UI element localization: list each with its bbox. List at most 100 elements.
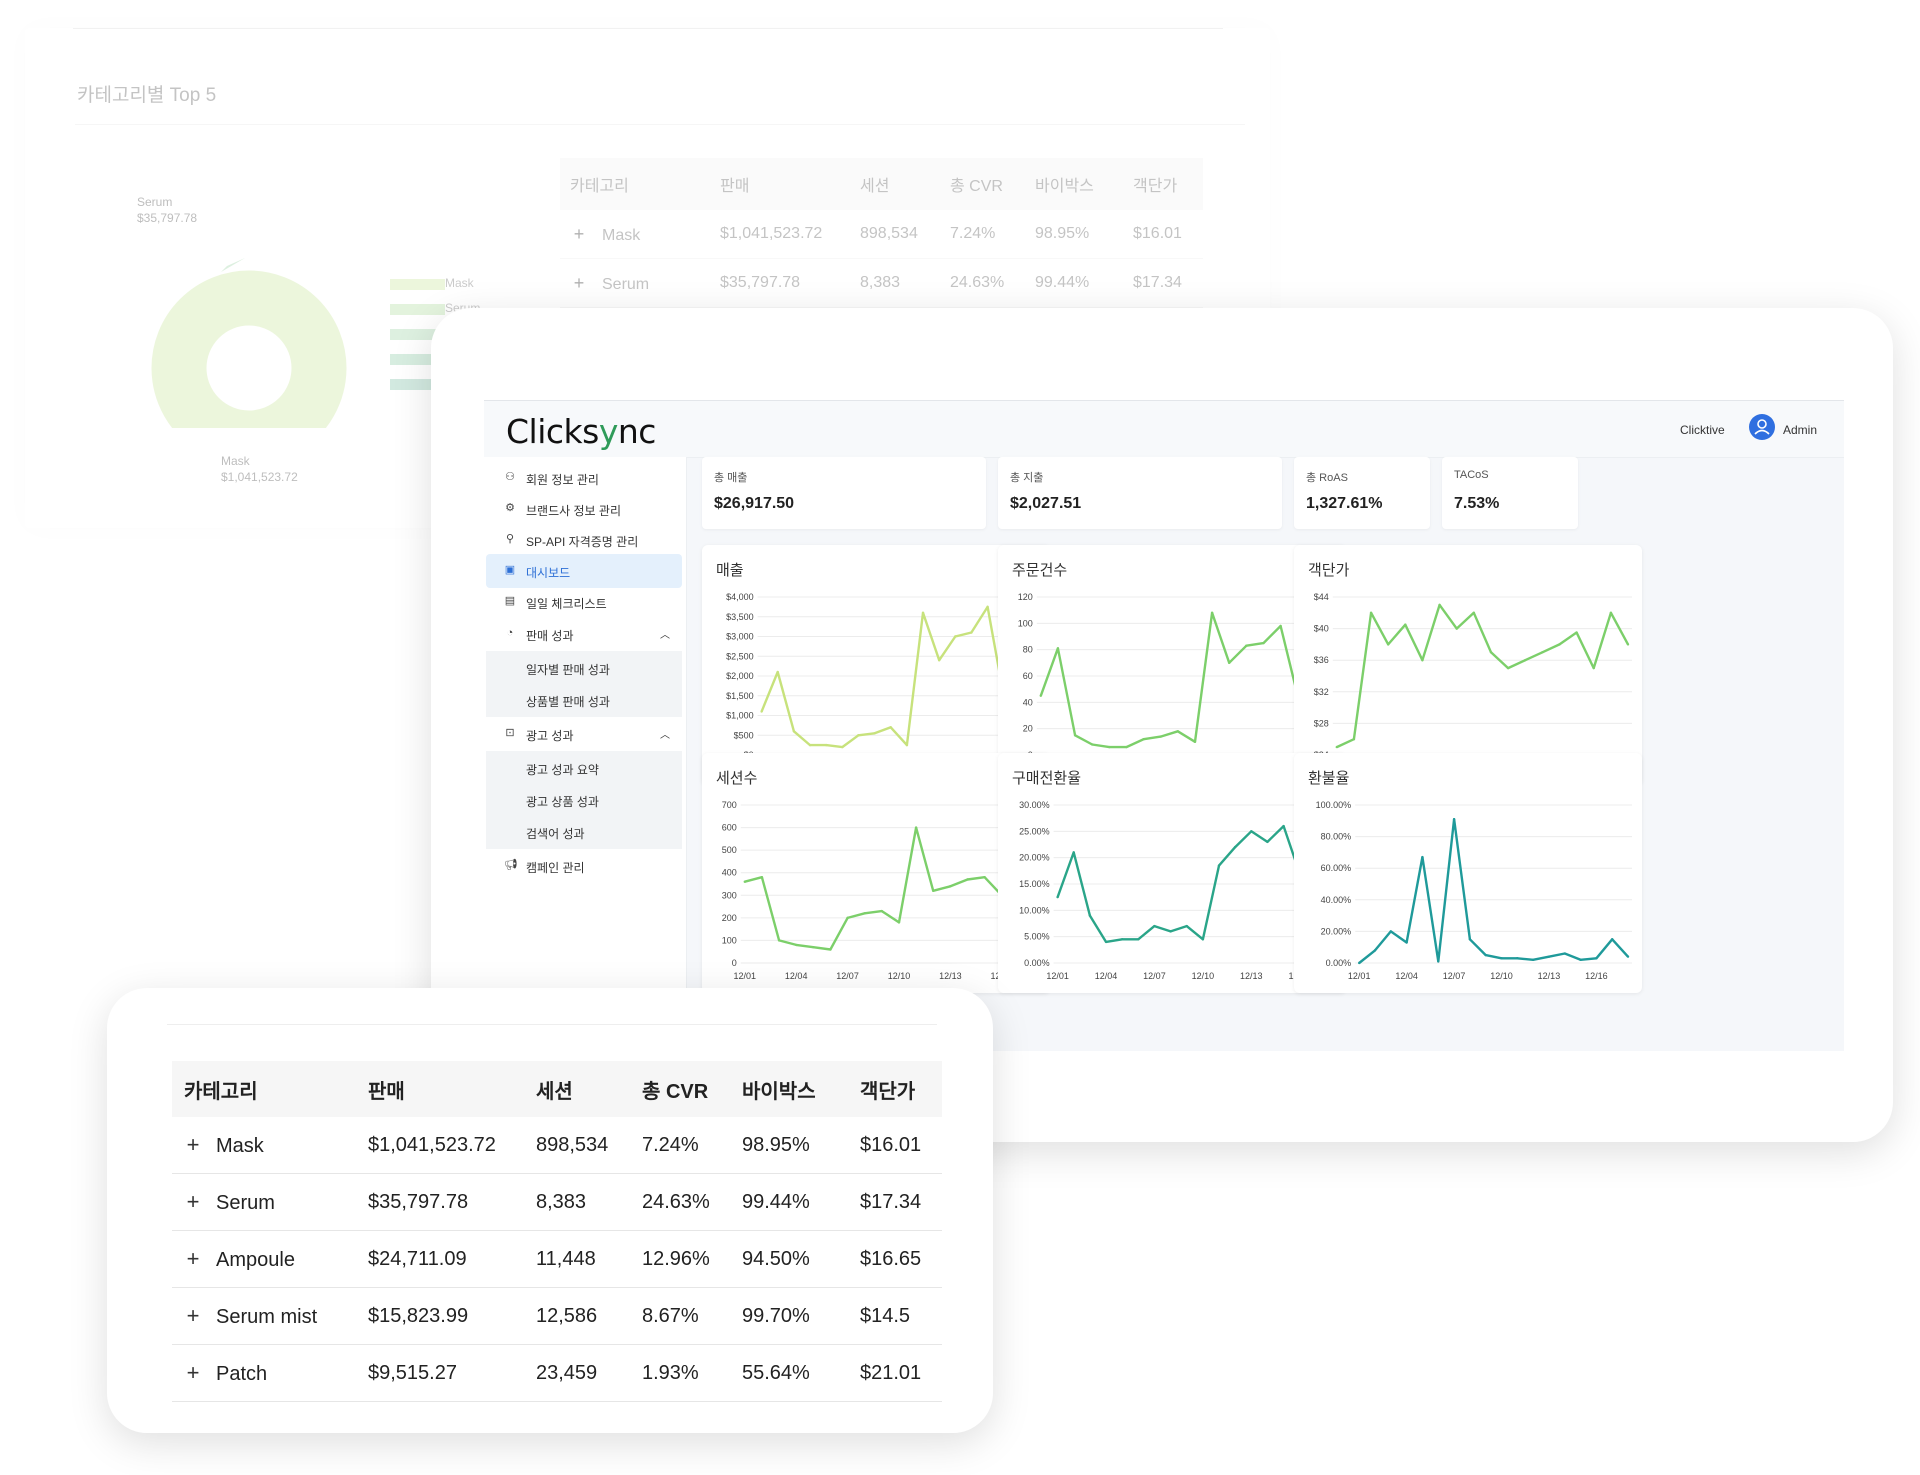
chart-sessions: 세션수 0 100 200 300 400 500 600 700 12/01 12/04 12/07… [702, 753, 1050, 993]
data-point [1088, 914, 1092, 917]
sidebar-item-sp-api[interactable]: ⚲ SP-API 자격증명 관리 [505, 533, 639, 549]
chevron-up-icon[interactable]: ︿ [660, 630, 670, 641]
y-tick-label: 500 [722, 845, 737, 855]
y-tick-label: 700 [722, 800, 737, 810]
cell: 12,586 [524, 1287, 630, 1345]
dashboard-app: Clicksync Clicktive Admin ⚇ 회원 정보 관리 ⚙ 브랜드… [484, 400, 1844, 1051]
data-point [1421, 855, 1424, 859]
data-point [1279, 624, 1282, 628]
x-tick-label: 12/07 [1443, 971, 1466, 981]
data-point [1282, 824, 1285, 828]
data-point [1056, 647, 1060, 650]
data-point [1516, 957, 1519, 960]
data-point [1176, 730, 1180, 733]
data-point [760, 710, 763, 713]
data-point [914, 826, 918, 829]
category-cell: + Serum [172, 1173, 356, 1231]
expand-plus-icon[interactable]: + [186, 1189, 200, 1214]
expand-plus-icon[interactable]: + [186, 1360, 200, 1385]
data-point [857, 734, 860, 737]
category-name: Serum [216, 1192, 275, 1214]
data-point [1386, 643, 1390, 646]
sidebar-item-checklist[interactable]: ▤ 일일 체크리스트 [504, 595, 607, 611]
sidebar-item-ads[interactable]: ⊡ 광고 성과 ︿ [505, 727, 670, 743]
kpi-value: $2,027.51 [1010, 495, 1082, 512]
cell: $21.01 [848, 1344, 942, 1402]
table-row[interactable]: + Ampoule $24,711.09 11,448 12.96% 94.50% $16.… [172, 1230, 942, 1288]
line-chart-svg: 0.00% 5.00% 10.00% 15.00% 20.00% 25.00% 30.00%… [1019, 800, 1336, 981]
chart-avg-order-value: 객단가$24$28$32$36$40$4412/0112/0412/0712/1… [1294, 545, 1642, 785]
cell: 12.96% [630, 1230, 730, 1288]
x-tick-label: 12/01 [734, 971, 757, 981]
sidebar-subitem-ad-products[interactable]: 광고 상품 성과 [486, 783, 682, 817]
sidebar-subitem-daily-sales[interactable]: 일자별 판매 성과 [486, 651, 682, 685]
series-line [744, 826, 1037, 951]
y-tick-label: 100 [1018, 618, 1033, 628]
sidebar-item-brands[interactable]: ⚙ 브랜드사 정보 관리 [505, 502, 621, 518]
data-point [863, 912, 866, 915]
col-header-cvr: 총 CVR [630, 1061, 730, 1117]
chart-conversion-rate: 구매전환율 0.00% 5.00% 10.00% 15.00% 20.00% 25.00% 3… [998, 753, 1346, 993]
data-point [1039, 694, 1042, 697]
legend-label-mask: Mask [445, 276, 474, 290]
cell: 24.63% [940, 258, 1025, 308]
x-tick-label: 12/04 [1395, 971, 1418, 981]
series-line [1056, 824, 1334, 944]
cell: 8,383 [524, 1173, 630, 1231]
data-point [889, 726, 892, 729]
expand-plus-icon[interactable]: + [186, 1132, 200, 1157]
expand-plus-icon[interactable]: + [186, 1246, 200, 1271]
chart-title: 주문건수 [1012, 562, 1068, 579]
y-tick-label: 15.00% [1019, 879, 1050, 889]
sidebar-subitem-search-terms[interactable]: 검색어 성과 [486, 815, 682, 849]
sidebar-subitem-ad-summary[interactable]: 광고 성과 요약 [486, 751, 682, 785]
category-cell: + Ampoule [172, 1230, 356, 1288]
data-point [1489, 651, 1493, 654]
key-icon: ⚲ [505, 533, 515, 545]
data-point [949, 885, 952, 888]
divider [167, 1024, 937, 1025]
chevron-up-icon[interactable]: ︿ [660, 730, 670, 741]
cell: 7.24% [940, 210, 1025, 259]
table-row[interactable]: + Serum $35,797.78 8,383 24.63% 99.44% $17.34 [172, 1173, 942, 1231]
sidebar-item-campaigns[interactable]: 📢︎ 캠페인 관리 [504, 859, 585, 875]
category-name: Mask [216, 1135, 264, 1157]
user-avatar-icon[interactable] [1749, 414, 1775, 440]
data-point [777, 939, 781, 942]
user-name[interactable]: Admin [1783, 423, 1818, 437]
table-row[interactable]: + Serum mist $15,823.99 12,586 8.67% 99.70% $1… [172, 1287, 942, 1345]
table-row[interactable]: + Mask $1,041,523.72 898,534 7.24% 98.95% $16.… [172, 1117, 942, 1174]
legend-swatch [390, 379, 445, 390]
y-tick-label: $1,500 [726, 691, 754, 701]
data-point [1262, 641, 1265, 645]
col-header: 바이박스 [1025, 158, 1123, 210]
y-tick-label: 200 [722, 913, 737, 923]
plus-icon[interactable]: + [573, 272, 585, 293]
table-row[interactable]: + Mask $1,041,523.72 898,534 7.24% 98.95%… [560, 210, 1203, 259]
clicksync-logo[interactable]: Clicksync [506, 412, 656, 451]
sidebar-item-sales[interactable]: ◔ 판매 성과 ︿ [486, 617, 682, 651]
kpi-label: 총 매출 [714, 472, 748, 484]
data-point [1500, 957, 1503, 960]
table-row[interactable]: + Serum $35,797.78 8,383 24.63% 99.44% $1… [560, 258, 1203, 308]
data-point [966, 878, 969, 881]
data-point [897, 921, 901, 924]
sidebar-subitem-product-sales[interactable]: 상품별 판매 성과 [486, 683, 682, 717]
cell: 55.64% [730, 1344, 848, 1402]
series-line [1358, 817, 1629, 964]
expand-plus-icon[interactable]: + [186, 1303, 200, 1328]
plus-icon[interactable]: + [573, 223, 585, 244]
y-tick-label: $3,500 [726, 612, 754, 622]
cell: 99.70% [730, 1287, 848, 1345]
org-name[interactable]: Clicktive [1680, 423, 1725, 437]
category-cell: + Serum [560, 258, 710, 308]
table-row[interactable]: + Patch $9,515.27 23,459 1.93% 55.64% $21.01 [172, 1344, 942, 1402]
sidebar: ⚇ 회원 정보 관리 ⚙ 브랜드사 정보 관리 ⚲ SP-API 자격증명 관리 ▣ 대… [484, 457, 687, 1051]
x-tick-label: 12/07 [1143, 971, 1166, 981]
data-point [1185, 924, 1188, 928]
data-point [1610, 938, 1614, 941]
series-line [760, 605, 1037, 749]
cell: $16.01 [848, 1117, 942, 1174]
sidebar-item-members[interactable]: ⚇ 회원 정보 관리 [505, 471, 599, 487]
sidebar-item-dashboard[interactable]: ▣ 대시보드 [486, 554, 682, 588]
